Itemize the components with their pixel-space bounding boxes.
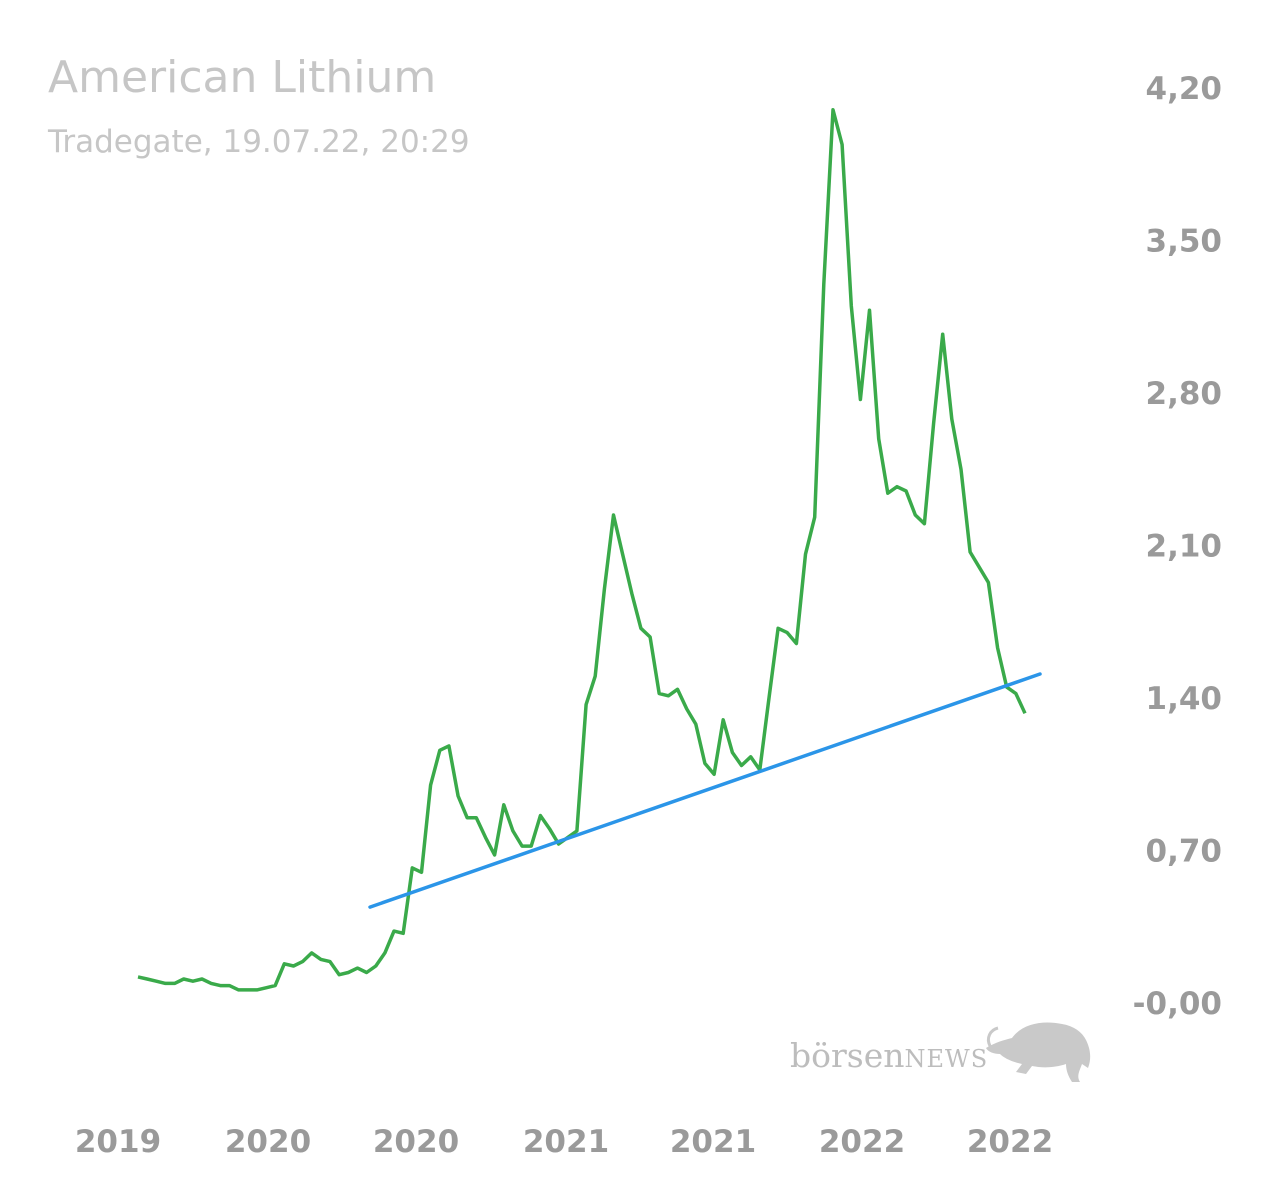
y-tick-label: 3,50	[1146, 224, 1223, 260]
bull-icon	[986, 1022, 1091, 1082]
x-tick-label: 2021	[670, 1124, 756, 1160]
trend-line	[368, 672, 1042, 909]
y-tick-label: 2,10	[1146, 529, 1223, 565]
watermark-brand-suffix: NEWS	[904, 1045, 989, 1073]
watermark-brand-prefix: börsen	[790, 1036, 905, 1075]
x-tick-label: 2019	[75, 1124, 161, 1160]
x-tick-label: 2020	[225, 1124, 311, 1160]
series-group	[137, 108, 1042, 992]
y-tick-label: 2,80	[1146, 376, 1223, 412]
chart-subtitle: Tradegate, 19.07.22, 20:29	[48, 124, 470, 160]
price-series-line	[137, 108, 1027, 992]
x-tick-label: 2022	[967, 1124, 1053, 1160]
x-tick-label: 2022	[819, 1124, 905, 1160]
y-tick-label: 0,70	[1146, 834, 1223, 870]
watermark-logo: börsenNEWS	[790, 1036, 988, 1075]
y-tick-label: 1,40	[1146, 681, 1223, 717]
x-tick-label: 2020	[373, 1124, 459, 1160]
x-tick-label: 2021	[523, 1124, 609, 1160]
y-tick-label: 4,20	[1146, 71, 1223, 107]
y-axis-ticks: 4,20 3,50 2,80 2,10 1,40 0,70 -0,00	[1133, 71, 1222, 1022]
chart-title: American Lithium	[48, 52, 437, 103]
y-tick-label: -0,00	[1133, 986, 1222, 1022]
x-axis-ticks: 2019 2020 2020 2021 2021 2022 2022	[75, 1124, 1053, 1160]
